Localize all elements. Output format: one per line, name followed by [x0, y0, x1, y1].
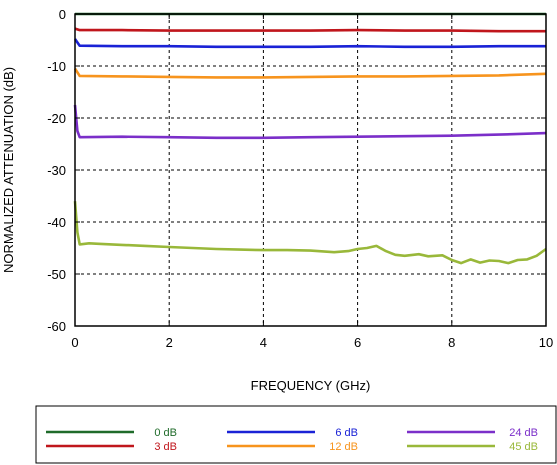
- grid: [75, 14, 546, 326]
- legend-label-6-db: 6 dB: [335, 427, 358, 439]
- x-tick-label: 10: [539, 335, 553, 350]
- x-axis-label: FREQUENCY (GHz): [251, 378, 371, 393]
- y-tick-label: -50: [47, 267, 66, 282]
- series-lines: [73, 12, 547, 265]
- y-tick-label: -60: [47, 319, 66, 334]
- y-tick-label: -20: [47, 111, 66, 126]
- series-line-45-db: [73, 201, 547, 265]
- legend-label-0-db: 0 dB: [154, 427, 177, 439]
- legend-label-45-db: 45 dB: [509, 441, 538, 453]
- legend: 0 dB 3 dB 6 dB 12 dB 24 dB 45 dB: [46, 427, 538, 453]
- legend-box: [35, 405, 557, 464]
- legend-label-12-db: 12 dB: [329, 441, 358, 453]
- x-tick-label: 0: [71, 335, 78, 350]
- x-tick-label: 8: [448, 335, 455, 350]
- y-tick-label: -40: [47, 215, 66, 230]
- x-tick-label: 6: [354, 335, 361, 350]
- legend-label-24-db: 24 dB: [509, 427, 538, 439]
- y-tick-label: -10: [47, 59, 66, 74]
- series-line-3-db: [74, 27, 546, 33]
- y-axis-label: NORMALIZED ATTENUATION (dB): [1, 67, 16, 273]
- series-line-6-db: [73, 38, 546, 49]
- series-line-12-db: [73, 67, 547, 79]
- axis-ticks: 0 2 4 6 8 10 0 -10 -20 -30 -40 -50 -60: [47, 7, 553, 350]
- y-tick-label: -30: [47, 163, 66, 178]
- x-tick-label: 4: [260, 335, 267, 350]
- legend-label-3-db: 3 dB: [154, 441, 177, 453]
- x-tick-label: 2: [166, 335, 173, 350]
- y-tick-label: 0: [59, 7, 66, 22]
- series-line-24-db: [73, 104, 547, 140]
